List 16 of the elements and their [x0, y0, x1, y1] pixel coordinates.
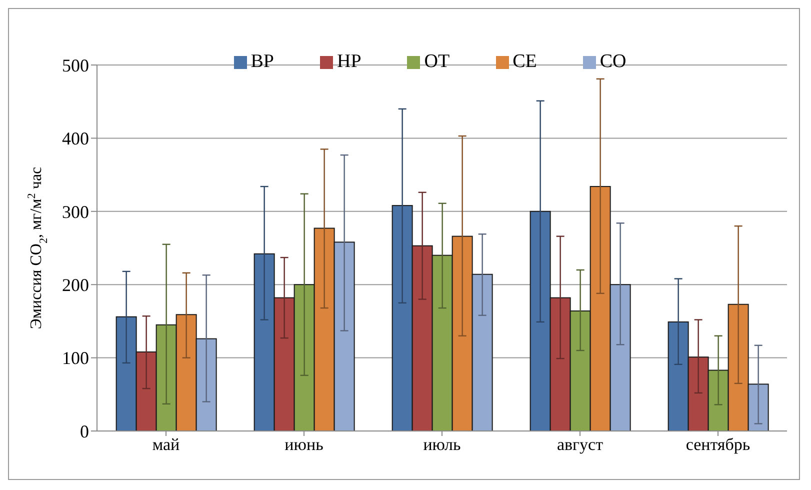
legend-label: ОТ: [424, 51, 450, 72]
y-tick-label: 300: [62, 202, 89, 222]
y-tick-label: 200: [62, 274, 89, 295]
y-tick-label: 500: [62, 55, 89, 76]
legend-label: СЕ: [512, 51, 537, 72]
x-tick-label: сентябрь: [686, 435, 750, 454]
x-tick-label: май: [152, 435, 180, 454]
x-tick-label: июнь: [284, 435, 324, 454]
x-tick-label: июль: [423, 435, 462, 454]
legend-label: СО: [600, 51, 626, 72]
y-tick-label: 100: [62, 348, 89, 368]
y-tick-label: 400: [62, 128, 89, 149]
legend-label: ВР: [250, 51, 274, 72]
y-tick-label: 0: [80, 421, 89, 442]
x-tick-label: август: [556, 435, 604, 454]
legend-label: НР: [336, 51, 362, 72]
